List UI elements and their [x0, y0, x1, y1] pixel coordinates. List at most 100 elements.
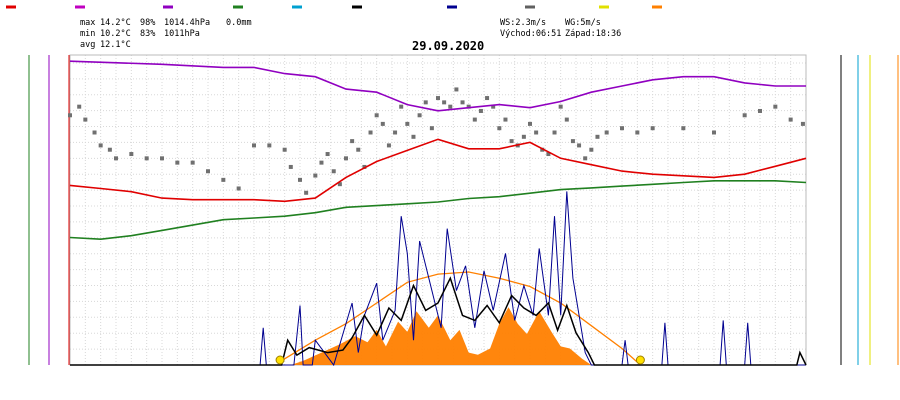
wind-direction-point — [393, 130, 398, 135]
wind-direction-point — [206, 169, 210, 174]
stats-max-pressure: 1014.4hPa — [164, 18, 210, 28]
wind-direction-point — [472, 117, 477, 122]
wind-direction-point — [681, 126, 686, 131]
info-wind-gust: WG:5m/s — [565, 18, 601, 28]
stats-min-label: min — [80, 29, 95, 39]
wind-speed-line — [70, 276, 807, 366]
uv-marker — [635, 355, 645, 365]
wind-direction-point — [129, 152, 134, 157]
wind-direction-point — [429, 126, 434, 131]
stats-max-temp: 14.2°C — [100, 18, 131, 28]
wind-direction-point — [491, 104, 496, 109]
wind-direction-point — [742, 113, 747, 118]
info-sunset: Západ:18:36 — [565, 29, 621, 39]
wind-direction-point — [190, 160, 195, 165]
stats-max-rain: 0.0mm — [226, 18, 252, 28]
wind-direction-point — [221, 177, 226, 182]
wind-direction-point — [620, 126, 624, 131]
pressure-line — [69, 180, 807, 241]
wind-direction-point — [344, 156, 348, 161]
wind-direction-point — [350, 139, 355, 144]
wind-direction-point — [540, 147, 545, 152]
wind-direction-point — [282, 147, 287, 152]
wind-direction-point — [107, 147, 112, 152]
stats-max-label: max — [80, 18, 95, 28]
wind-direction-point — [800, 121, 805, 126]
wind-direction-point — [528, 121, 532, 126]
wind-direction-point — [448, 104, 453, 109]
stats-max-humidity: 98% — [140, 18, 155, 28]
wind-direction-point — [577, 143, 582, 148]
wind-direction-point — [466, 104, 471, 109]
wind-direction-point — [356, 147, 361, 152]
wind-direction-point — [313, 173, 318, 178]
wind-direction-point — [423, 100, 428, 105]
wind-direction-point — [589, 147, 594, 152]
wind-direction-point — [460, 100, 465, 105]
wind-direction-point — [442, 100, 447, 105]
wind-direction-point — [558, 104, 563, 109]
wind-direction-point — [68, 113, 72, 118]
wind-direction-point — [788, 117, 793, 122]
wind-direction-point — [546, 152, 551, 157]
chart-date-title: 29.09.2020 — [412, 39, 484, 53]
wind-direction-point — [337, 182, 342, 187]
wind-direction-point — [298, 177, 302, 182]
info-wind-speed: WS:2.3m/s — [500, 18, 546, 28]
wind-direction-point — [485, 96, 490, 101]
temperature-line — [69, 138, 807, 203]
wind-direction-point — [534, 130, 539, 135]
wind-direction-point — [399, 104, 404, 109]
stats-min-temp: 10.2°C — [100, 29, 131, 39]
wind-direction-point — [319, 160, 324, 165]
wind-direction-point — [570, 139, 575, 144]
wind-direction-point — [497, 126, 502, 131]
wind-direction-point — [368, 130, 373, 135]
wind-direction-point — [411, 134, 416, 139]
chart-axes — [28, 55, 899, 365]
wind-gust-line — [70, 191, 806, 367]
wind-direction-point — [114, 156, 118, 161]
info-sunrise: Východ:06:51 — [500, 29, 561, 39]
wind-direction-point — [92, 130, 97, 135]
wind-direction-point — [521, 134, 526, 139]
wind-direction-point — [454, 87, 459, 92]
wind-direction-point — [362, 164, 367, 169]
wind-direction-point — [712, 130, 716, 135]
wind-direction-point — [650, 126, 655, 131]
wind-direction-point — [160, 156, 164, 161]
wind-direction-point — [564, 117, 569, 122]
wind-direction-point — [380, 121, 385, 126]
wind-direction-point — [236, 186, 241, 191]
wind-direction-point — [595, 134, 600, 139]
uv-marker — [275, 355, 285, 365]
solar-measured-area — [290, 307, 592, 365]
wind-direction-point — [304, 190, 309, 195]
stats-min-pressure: 1011hPa — [164, 29, 200, 39]
stats-min-humidity: 83% — [140, 29, 155, 39]
wind-direction-point — [509, 139, 514, 144]
wind-direction-point — [267, 143, 272, 148]
wind-direction-point — [773, 104, 778, 109]
wind-direction-point — [436, 96, 440, 101]
wind-direction-point — [288, 164, 293, 169]
stats-avg-temp: 12.1°C — [100, 40, 131, 50]
wind-direction-point — [405, 121, 410, 126]
chart-stats-panel: max 14.2°C 98% 1014.4hPa 0.0mm min 10.2°… — [80, 18, 621, 53]
wind-direction-point — [83, 117, 88, 122]
wind-direction-point — [77, 104, 82, 109]
wind-direction-point — [331, 169, 336, 174]
wind-direction-point — [144, 156, 149, 161]
humidity-line — [69, 60, 806, 112]
wind-direction-point — [635, 130, 640, 135]
wind-direction-point — [98, 143, 103, 148]
wind-direction-point — [503, 117, 508, 122]
wind-direction-point — [325, 152, 330, 157]
wind-direction-point — [758, 108, 762, 113]
wind-direction-point — [604, 130, 609, 135]
wind-direction-point — [478, 108, 483, 113]
plot-area — [68, 54, 807, 367]
wind-direction-point — [583, 156, 588, 161]
wind-direction-point — [252, 143, 256, 148]
wind-direction-point — [175, 160, 180, 165]
